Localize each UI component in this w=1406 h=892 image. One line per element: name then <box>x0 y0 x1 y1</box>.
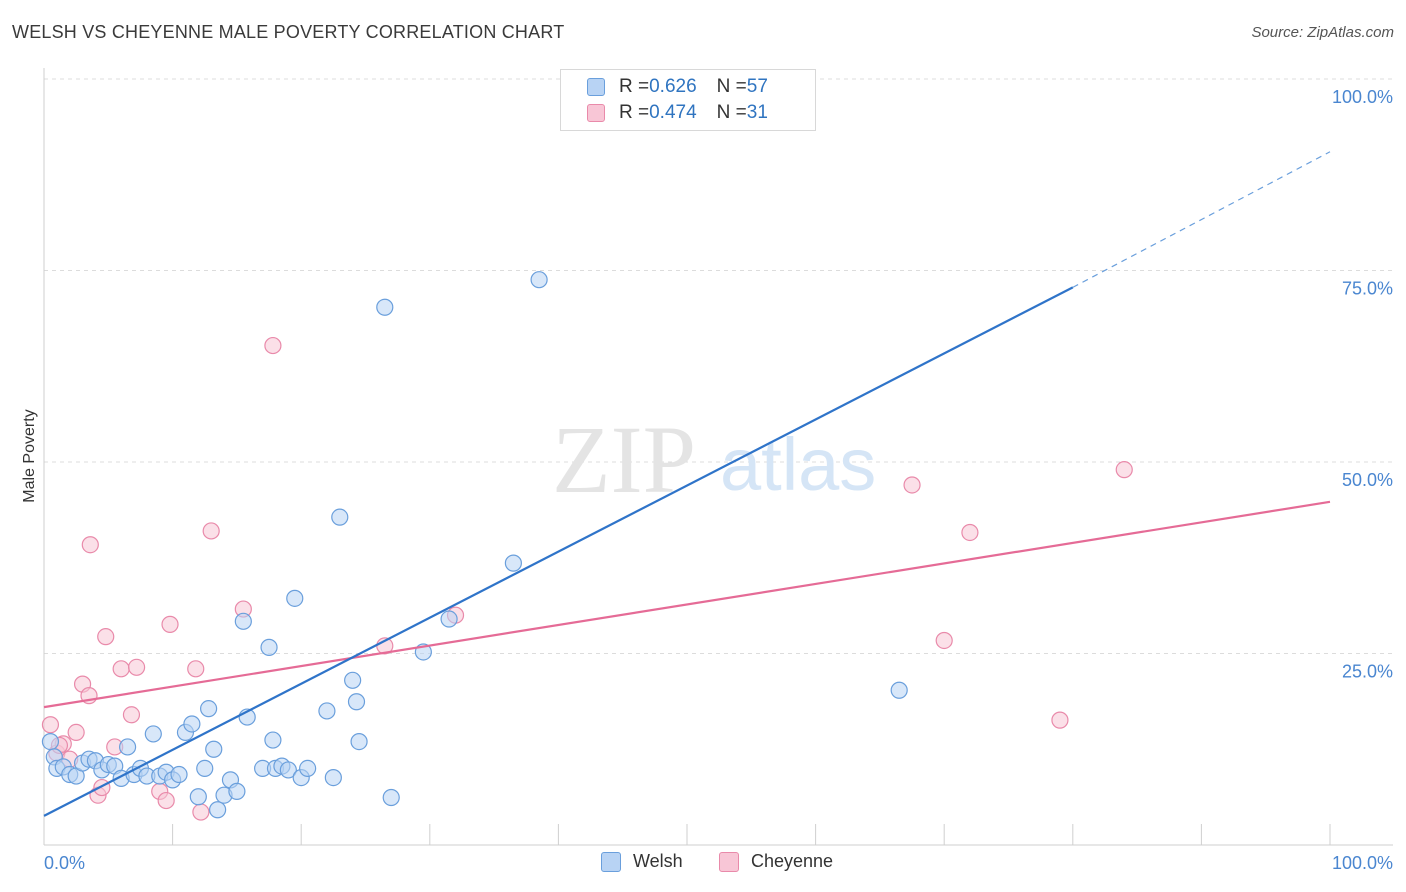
welsh-point <box>376 298 394 316</box>
axes <box>43 68 1393 846</box>
welsh-point <box>205 740 223 758</box>
cheyenne-point <box>93 778 111 797</box>
legend-item-welsh: Welsh <box>601 851 683 872</box>
series-legend: Welsh Cheyenne <box>0 851 1406 879</box>
welsh-points <box>41 70 908 819</box>
welsh-point <box>331 508 349 526</box>
cheyenne-swatch <box>587 104 605 122</box>
cheyenne-r-label: R = <box>619 102 650 123</box>
welsh-legend-swatch <box>601 851 621 872</box>
welsh-point <box>279 761 297 779</box>
welsh-point <box>118 738 137 756</box>
welsh-legend-label: Welsh <box>633 851 683 871</box>
welsh-point <box>350 732 368 751</box>
cheyenne-point <box>935 631 953 650</box>
zipatlas-watermark: ZIP atlas <box>552 406 876 513</box>
cheyenne-n-value: 31 <box>746 102 768 123</box>
welsh-trend-line <box>43 286 1074 817</box>
welsh-point <box>286 589 304 607</box>
welsh-point <box>530 271 548 289</box>
welsh-point <box>144 725 162 743</box>
cheyenne-point <box>1051 711 1069 729</box>
welsh-point <box>299 759 317 778</box>
y-axis-label: Male Poverty <box>21 409 38 502</box>
welsh-point <box>382 788 400 807</box>
legend-item-cheyenne: Cheyenne <box>719 851 833 872</box>
legend-row-welsh: R = 0.626 N = 57 <box>587 75 768 99</box>
welsh-point <box>318 702 336 720</box>
welsh-point <box>209 801 227 819</box>
cheyenne-point <box>67 723 85 741</box>
welsh-point <box>234 612 252 630</box>
x-axis-ticks <box>172 824 1331 845</box>
welsh-point <box>504 554 522 572</box>
cheyenne-point <box>122 706 141 724</box>
welsh-n-value: 57 <box>746 76 768 97</box>
welsh-n-label: N = <box>716 76 747 97</box>
correlation-legend: R = 0.626 N = 57 R = 0.474 N = 31 <box>560 69 816 131</box>
y-tick-label: 100.0% <box>1332 87 1393 107</box>
cheyenne-point <box>903 476 921 494</box>
welsh-point <box>260 638 278 656</box>
cheyenne-n-label: N = <box>716 102 747 123</box>
cheyenne-point <box>41 716 60 734</box>
cheyenne-trend-line <box>43 500 1331 709</box>
welsh-swatch <box>587 78 605 96</box>
cheyenne-point <box>202 522 220 540</box>
welsh-point <box>344 671 362 689</box>
welsh-point <box>440 610 458 628</box>
grid-lines <box>44 78 1393 654</box>
cheyenne-point <box>112 660 130 678</box>
y-tick-label: 75.0% <box>1342 279 1393 299</box>
y-axis-tick-labels: 25.0% 50.0% 75.0% 100.0% <box>1332 87 1393 682</box>
cheyenne-point <box>1115 461 1133 479</box>
cheyenne-point <box>81 536 99 554</box>
welsh-r-value: 0.626 <box>649 76 697 97</box>
cheyenne-point <box>961 523 979 542</box>
cheyenne-point <box>157 791 175 810</box>
cheyenne-point <box>127 658 146 676</box>
welsh-point <box>170 765 188 784</box>
welsh-point <box>41 732 60 751</box>
x-tick-label: 0.0% <box>44 853 85 873</box>
y-tick-label: 25.0% <box>1342 662 1393 682</box>
watermark-atlas: atlas <box>720 423 876 506</box>
cheyenne-point <box>264 336 282 355</box>
cheyenne-point <box>187 660 205 678</box>
welsh-trend-extension <box>1072 151 1331 288</box>
cheyenne-r-value: 0.474 <box>649 102 697 123</box>
welsh-point <box>264 731 282 749</box>
x-tick-label: 100.0% <box>1332 853 1393 873</box>
welsh-point <box>183 715 201 733</box>
source-credit: Source: ZipAtlas.com <box>1251 24 1394 41</box>
cheyenne-point <box>161 615 179 633</box>
welsh-point <box>200 700 218 718</box>
legend-row-cheyenne: R = 0.474 N = 31 <box>587 101 768 125</box>
cheyenne-point <box>97 628 115 646</box>
watermark-zip: ZIP <box>552 406 696 513</box>
welsh-point <box>324 768 342 787</box>
chart-title: WELSH VS CHEYENNE MALE POVERTY CORRELATI… <box>12 22 565 42</box>
welsh-point <box>890 681 908 699</box>
welsh-r-label: R = <box>619 76 650 97</box>
cheyenne-legend-swatch <box>719 851 739 872</box>
y-tick-label: 50.0% <box>1342 470 1393 490</box>
cheyenne-legend-label: Cheyenne <box>751 851 834 871</box>
welsh-point <box>228 782 246 800</box>
x-axis-tick-labels: 0.0% 100.0% <box>44 853 1393 873</box>
welsh-point <box>196 759 214 778</box>
welsh-point <box>189 788 207 806</box>
cheyenne-point <box>192 803 210 821</box>
trend-lines <box>43 151 1331 817</box>
welsh-point <box>347 693 366 711</box>
